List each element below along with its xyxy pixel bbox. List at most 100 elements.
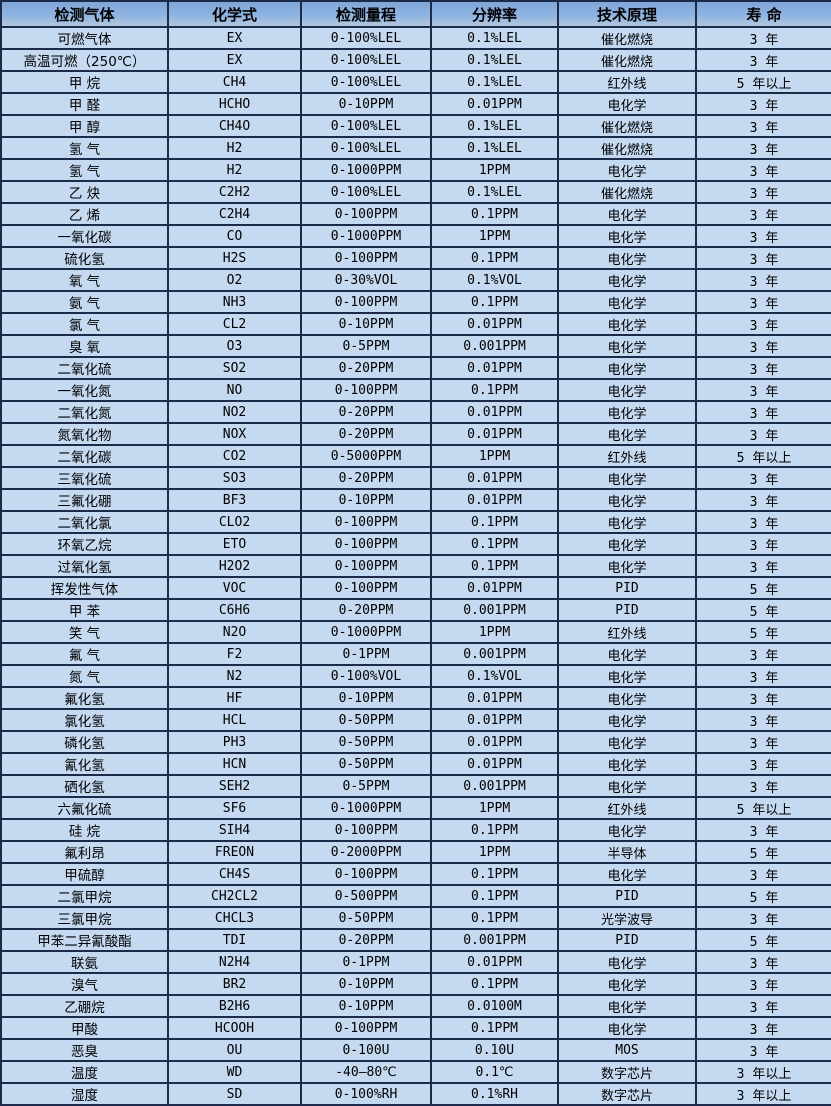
cell-lifespan: 3 年 bbox=[695, 1016, 831, 1040]
cell-lifespan: 3 年 bbox=[695, 906, 831, 930]
cell-technology-principle: 电化学 bbox=[557, 158, 697, 182]
table-row: 环氧乙烷 ETO 0-100PPM 0.1PPM 电化学 3 年 bbox=[0, 532, 831, 556]
cell-detection-range: 0-1000PPM bbox=[300, 620, 432, 644]
cell-detection-range: 0-100%LEL bbox=[300, 26, 432, 50]
cell-gas-name: 氨 气 bbox=[0, 290, 169, 314]
cell-lifespan: 3 年 bbox=[695, 246, 831, 270]
cell-chemical-formula: SO3 bbox=[167, 466, 302, 490]
cell-resolution: 0.01PPM bbox=[430, 576, 559, 600]
table-row: 二氧化氮 NO2 0-20PPM 0.01PPM 电化学 3 年 bbox=[0, 400, 831, 424]
table-row: 甲 烷 CH4 0-100%LEL 0.1%LEL 红外线 5 年以上 bbox=[0, 70, 831, 94]
table-row: 二氧化硫 SO2 0-20PPM 0.01PPM 电化学 3 年 bbox=[0, 356, 831, 380]
cell-detection-range: 0-20PPM bbox=[300, 422, 432, 446]
cell-gas-name: 三氟化硼 bbox=[0, 488, 169, 512]
cell-chemical-formula: F2 bbox=[167, 642, 302, 666]
cell-lifespan: 5 年以上 bbox=[695, 70, 831, 94]
cell-detection-range: 0-10PPM bbox=[300, 488, 432, 512]
cell-technology-principle: 红外线 bbox=[557, 70, 697, 94]
cell-gas-name: 二氯甲烷 bbox=[0, 884, 169, 908]
cell-detection-range: 0-100PPM bbox=[300, 862, 432, 886]
cell-resolution: 0.0100M bbox=[430, 994, 559, 1018]
cell-detection-range: 0-100PPM bbox=[300, 202, 432, 226]
cell-detection-range: 0-100PPM bbox=[300, 532, 432, 556]
cell-technology-principle: 电化学 bbox=[557, 818, 697, 842]
table-row: 氨 气 NH3 0-100PPM 0.1PPM 电化学 3 年 bbox=[0, 290, 831, 314]
cell-technology-principle: 电化学 bbox=[557, 862, 697, 886]
cell-chemical-formula: VOC bbox=[167, 576, 302, 600]
cell-detection-range: 0-10PPM bbox=[300, 312, 432, 336]
cell-chemical-formula: NO bbox=[167, 378, 302, 402]
cell-lifespan: 3 年 bbox=[695, 136, 831, 160]
table-row: 甲 醇 CH4O 0-100%LEL 0.1%LEL 催化燃烧 3 年 bbox=[0, 114, 831, 138]
cell-detection-range: 0-10PPM bbox=[300, 994, 432, 1018]
table-row: 乙 烯 C2H4 0-100PPM 0.1PPM 电化学 3 年 bbox=[0, 202, 831, 226]
table-row: 氰化氢 HCN 0-50PPM 0.01PPM 电化学 3 年 bbox=[0, 752, 831, 776]
cell-gas-name: 恶臭 bbox=[0, 1038, 169, 1062]
cell-lifespan: 3 年 bbox=[695, 26, 831, 50]
cell-resolution: 0.01PPM bbox=[430, 92, 559, 116]
cell-lifespan: 3 年 bbox=[695, 158, 831, 182]
cell-chemical-formula: HCOOH bbox=[167, 1016, 302, 1040]
cell-gas-name: 乙硼烷 bbox=[0, 994, 169, 1018]
cell-lifespan: 3 年 bbox=[695, 312, 831, 336]
cell-technology-principle: 电化学 bbox=[557, 312, 697, 336]
cell-gas-name: 甲 醛 bbox=[0, 92, 169, 116]
cell-detection-range: 0-100PPM bbox=[300, 1016, 432, 1040]
cell-gas-name: 二氧化氮 bbox=[0, 400, 169, 424]
cell-resolution: 0.01PPM bbox=[430, 752, 559, 776]
cell-detection-range: 0-100PPM bbox=[300, 290, 432, 314]
header-gas-name: 检测气体 bbox=[0, 0, 169, 28]
cell-gas-name: 甲硫醇 bbox=[0, 862, 169, 886]
cell-detection-range: 0-2000PPM bbox=[300, 840, 432, 864]
cell-resolution: 0.1PPM bbox=[430, 884, 559, 908]
cell-lifespan: 3 年 bbox=[695, 180, 831, 204]
cell-resolution: 0.001PPM bbox=[430, 334, 559, 358]
cell-technology-principle: 电化学 bbox=[557, 202, 697, 226]
cell-technology-principle: 电化学 bbox=[557, 378, 697, 402]
cell-chemical-formula: BF3 bbox=[167, 488, 302, 512]
cell-detection-range: 0-100PPM bbox=[300, 246, 432, 270]
cell-technology-principle: 电化学 bbox=[557, 1016, 697, 1040]
cell-lifespan: 3 年 bbox=[695, 48, 831, 72]
cell-technology-principle: 电化学 bbox=[557, 92, 697, 116]
cell-chemical-formula: H2S bbox=[167, 246, 302, 270]
cell-chemical-formula: SEH2 bbox=[167, 774, 302, 798]
cell-chemical-formula: N2O bbox=[167, 620, 302, 644]
cell-lifespan: 3 年 bbox=[695, 818, 831, 842]
cell-lifespan: 3 年 bbox=[695, 268, 831, 292]
cell-lifespan: 3 年 bbox=[695, 422, 831, 446]
cell-chemical-formula: C6H6 bbox=[167, 598, 302, 622]
cell-detection-range: 0-100PPM bbox=[300, 576, 432, 600]
cell-gas-name: 联氨 bbox=[0, 950, 169, 974]
cell-chemical-formula: C2H2 bbox=[167, 180, 302, 204]
cell-chemical-formula: H2O2 bbox=[167, 554, 302, 578]
cell-detection-range: 0-50PPM bbox=[300, 730, 432, 754]
cell-technology-principle: 电化学 bbox=[557, 994, 697, 1018]
cell-technology-principle: PID bbox=[557, 884, 697, 908]
cell-gas-name: 湿度 bbox=[0, 1082, 169, 1106]
cell-lifespan: 3 年 bbox=[695, 400, 831, 424]
header-resolution: 分辨率 bbox=[430, 0, 559, 28]
cell-detection-range: 0-10PPM bbox=[300, 92, 432, 116]
cell-chemical-formula: B2H6 bbox=[167, 994, 302, 1018]
cell-detection-range: 0-100%RH bbox=[300, 1082, 432, 1106]
header-lifespan: 寿 命 bbox=[695, 0, 831, 28]
table-row: 六氟化硫 SF6 0-1000PPM 1PPM 红外线 5 年以上 bbox=[0, 796, 831, 820]
cell-chemical-formula: TDI bbox=[167, 928, 302, 952]
cell-detection-range: 0-500PPM bbox=[300, 884, 432, 908]
cell-gas-name: 溴气 bbox=[0, 972, 169, 996]
cell-chemical-formula: CHCL3 bbox=[167, 906, 302, 930]
cell-detection-range: 0-100PPM bbox=[300, 378, 432, 402]
cell-chemical-formula: H2 bbox=[167, 136, 302, 160]
cell-resolution: 0.1PPM bbox=[430, 378, 559, 402]
cell-detection-range: 0-1PPM bbox=[300, 642, 432, 666]
cell-chemical-formula: PH3 bbox=[167, 730, 302, 754]
cell-resolution: 0.1%LEL bbox=[430, 180, 559, 204]
cell-resolution: 0.001PPM bbox=[430, 928, 559, 952]
cell-resolution: 0.1℃ bbox=[430, 1060, 559, 1084]
table-row: 三氟化硼 BF3 0-10PPM 0.01PPM 电化学 3 年 bbox=[0, 488, 831, 512]
cell-technology-principle: 电化学 bbox=[557, 642, 697, 666]
table-row: 挥发性气体 VOC 0-100PPM 0.01PPM PID 5 年 bbox=[0, 576, 831, 600]
cell-gas-name: 挥发性气体 bbox=[0, 576, 169, 600]
table-row: 过氧化氢 H2O2 0-100PPM 0.1PPM 电化学 3 年 bbox=[0, 554, 831, 578]
